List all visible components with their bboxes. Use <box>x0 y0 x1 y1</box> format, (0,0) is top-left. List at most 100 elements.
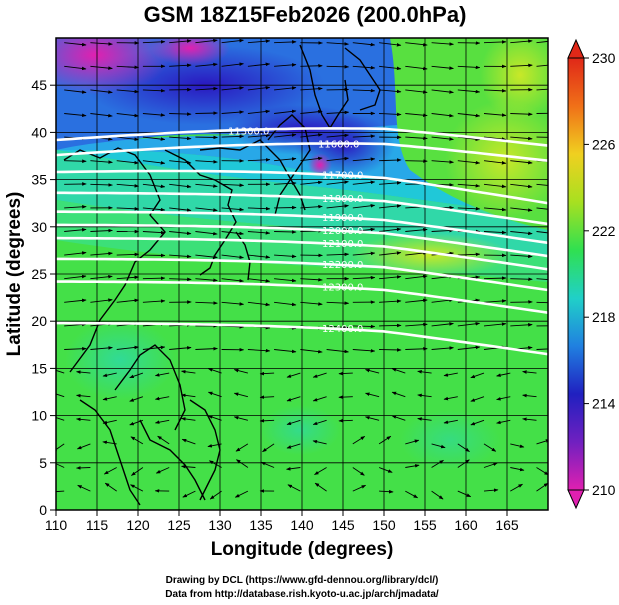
contour-line <box>56 169 548 205</box>
wind-arrow <box>209 460 222 468</box>
wind-arrow <box>510 467 525 472</box>
wind-arrow <box>352 324 376 329</box>
wind-arrow <box>379 299 402 303</box>
wind-arrow <box>405 89 428 94</box>
wind-arrow <box>195 254 218 259</box>
wind-arrow <box>56 463 65 468</box>
wind-arrow <box>142 276 166 281</box>
wind-arrow <box>483 322 507 327</box>
wind-arrow <box>130 484 144 492</box>
y-tick-label: 5 <box>39 455 47 471</box>
wind-arrow <box>457 459 470 468</box>
wind-arrow <box>274 157 297 162</box>
y-tick-label: 40 <box>31 124 47 140</box>
wind-arrow <box>233 368 249 374</box>
wind-arrow <box>378 467 393 473</box>
contour-label: 11700.0 <box>322 170 363 181</box>
wind-arrow <box>181 464 196 469</box>
colorbar: 210 214 218 222 226 230 <box>567 38 616 510</box>
wind-arrow <box>312 439 327 445</box>
wind-arrow <box>405 322 428 327</box>
wind-arrow <box>496 396 511 401</box>
wind-arrow <box>326 110 350 115</box>
y-tick-label: 25 <box>31 266 47 282</box>
wind-arrow <box>483 136 507 141</box>
wind-arrow <box>247 254 271 259</box>
wind-arrow <box>236 459 249 468</box>
wind-streamlines <box>56 38 548 500</box>
wind-arrow <box>131 467 144 476</box>
wind-arrow <box>379 65 402 71</box>
wind-arrow <box>64 113 87 118</box>
wind-arrow <box>247 231 271 235</box>
x-axis-label: Longitude (degrees) <box>211 539 394 560</box>
wind-arrow <box>312 372 327 378</box>
wind-arrow <box>300 133 323 138</box>
colorbar-tick-label: 214 <box>592 396 616 412</box>
wind-arrow <box>391 415 406 421</box>
wind-arrow <box>365 368 380 374</box>
wind-arrow <box>510 231 533 236</box>
wind-arrow <box>142 345 166 350</box>
wind-arrow <box>379 181 402 185</box>
wind-arrow <box>338 418 353 423</box>
wind-arrow <box>300 109 323 114</box>
colorbar-max-arrow <box>567 38 585 59</box>
wind-arrow <box>326 252 350 257</box>
y-axis-ticks: 0 5 10 15 20 25 30 35 40 45 <box>31 77 56 518</box>
wind-arrow <box>522 393 537 398</box>
wind-arrow <box>405 464 420 468</box>
wind-arrow <box>195 111 218 115</box>
wind-arrow <box>510 323 533 327</box>
wind-arrow <box>457 443 470 452</box>
wind-arrow <box>116 206 140 211</box>
x-tick-label: 165 <box>495 517 519 533</box>
wind-arrow <box>169 207 192 212</box>
wind-arrow <box>326 325 349 330</box>
wind-arrow <box>259 395 275 399</box>
colorbar-gradient <box>567 57 585 491</box>
wind-arrow <box>157 435 170 445</box>
wind-arrow <box>405 113 428 118</box>
contour-line <box>56 223 548 258</box>
wind-arrow <box>102 440 117 445</box>
wind-arrow <box>64 346 87 351</box>
wind-arrow <box>405 274 428 280</box>
contour-line <box>56 127 548 147</box>
wind-arrow <box>379 112 402 117</box>
wind-arrow <box>76 370 91 374</box>
wind-arrow <box>483 40 507 44</box>
wind-arrow <box>405 65 428 71</box>
wind-arrow <box>129 372 144 379</box>
x-tick-label: 135 <box>249 517 273 533</box>
wind-arrow <box>431 89 454 94</box>
wind-arrow <box>195 231 218 236</box>
wind-arrow <box>221 231 244 236</box>
wind-arrow <box>300 301 323 306</box>
height-contours: 11300.0 11600.0 11700.0 11800.0 11900.0 12000… <box>56 126 548 356</box>
wind-arrow <box>274 181 297 186</box>
wind-arrow <box>378 435 392 445</box>
wind-arrow <box>457 113 481 118</box>
x-tick-label: 110 <box>45 517 68 533</box>
wind-arrow <box>116 65 140 70</box>
wind-arrow <box>379 42 402 47</box>
wind-arrow <box>405 251 428 256</box>
wind-arrow <box>247 301 271 307</box>
wind-arrow <box>457 89 481 94</box>
wind-arrow <box>379 323 402 328</box>
wind-arrow <box>56 443 65 453</box>
wind-arrow <box>169 346 192 350</box>
wind-arrow <box>181 369 196 374</box>
contour-line <box>56 142 548 162</box>
wind-arrow <box>510 183 533 189</box>
wind-arrow <box>417 393 432 398</box>
wind-arrow <box>365 392 380 398</box>
wind-arrow <box>169 231 192 236</box>
wind-arrow <box>274 86 297 91</box>
colorbar-tick-label: 230 <box>592 50 616 66</box>
wind-arrow <box>247 62 271 67</box>
colorbar-tick-label: 210 <box>592 482 616 498</box>
wind-arrow <box>247 109 271 114</box>
